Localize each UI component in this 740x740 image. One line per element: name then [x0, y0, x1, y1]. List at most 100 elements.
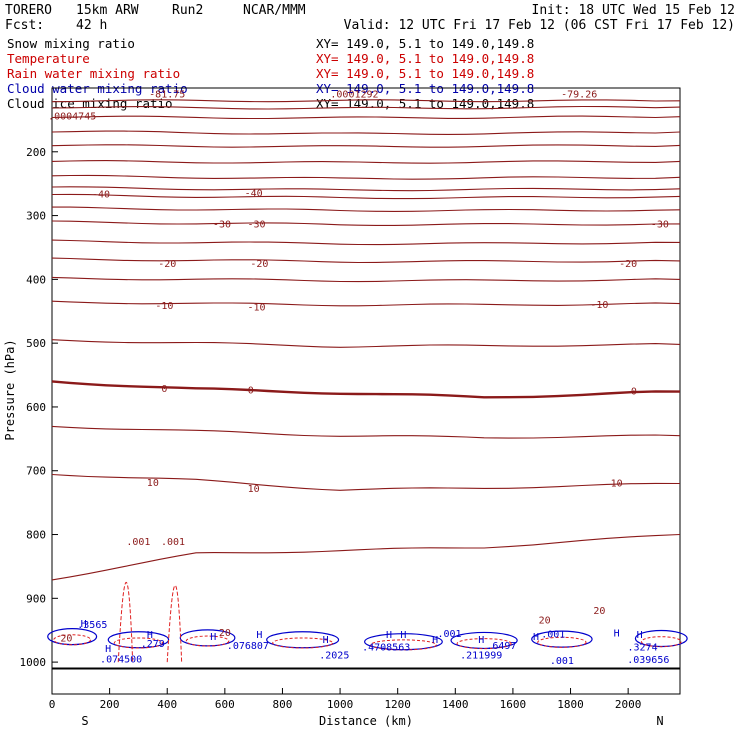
h-marker: H — [478, 635, 484, 646]
fcst-label: Fcst: — [5, 18, 44, 33]
y-tick-label: 200 — [26, 146, 46, 159]
isotherm-0 — [51, 380, 681, 399]
contour-label: 0 — [631, 387, 637, 398]
x-tick-label: 200 — [100, 698, 120, 711]
contour-label: 10 — [611, 478, 623, 489]
isotherm--50 — [51, 174, 681, 180]
y-tick-label: 1000 — [20, 656, 47, 669]
isotherm--15 — [51, 276, 681, 283]
isotherm--25 — [51, 239, 681, 246]
contour-label: .3565 — [77, 620, 107, 631]
x-tick-label: 800 — [273, 698, 293, 711]
isotherm--20 — [51, 257, 681, 264]
rain-contour — [456, 638, 512, 650]
h-marker: H — [323, 635, 329, 646]
contour-label: .211999 — [460, 651, 502, 662]
contour-label: .001 — [550, 656, 574, 667]
isotherm--5 — [51, 339, 681, 348]
h-marker: H — [400, 630, 406, 641]
contour-labels: HHH H H H H H H H H H H-79.26.0004745.0001292-81.7… — [48, 89, 669, 666]
contour-label: .001 — [161, 537, 185, 548]
contour-label: 20 — [219, 628, 231, 639]
contour-label: .001 — [126, 537, 150, 548]
contour-label: 0 — [161, 384, 167, 395]
legend-name-cloud-ice: Cloud ice mixing ratio — [7, 96, 173, 111]
y-tick-label: 300 — [26, 210, 46, 223]
legend: Snow mixing ratio XY= 149.0, 5.1 to 149.… — [7, 36, 534, 111]
y-tick-label: 500 — [26, 337, 46, 350]
x-tick-label: 0 — [49, 698, 56, 711]
x-tick-label: 1800 — [557, 698, 584, 711]
y-tick-label: 900 — [26, 592, 46, 605]
legend-xy-snow: XY= 149.0, 5.1 to 149.0,149.8 — [316, 36, 534, 51]
rain-contour — [185, 635, 230, 647]
isotherm--30 — [51, 220, 681, 226]
isotherm--10 — [51, 300, 681, 307]
contour-label: -30 — [248, 220, 266, 231]
cloud-water-contour — [450, 631, 518, 650]
rain-contour — [537, 636, 587, 648]
init-time: Init: 18 UTC Wed 15 Feb 12 — [532, 3, 736, 18]
contour-label: -81.75 — [149, 89, 185, 100]
h-marker: H — [256, 630, 262, 641]
contour-label: .076807 — [227, 641, 269, 652]
contour-label: .039656 — [627, 655, 669, 666]
contour-label: -40 — [92, 190, 110, 201]
isotherm--75 — [51, 105, 681, 110]
rain-contour — [113, 637, 164, 649]
legend-name-snow: Snow mixing ratio — [7, 36, 135, 51]
h-marker: H — [147, 630, 153, 641]
isotherm--40 — [51, 193, 681, 200]
y-tick-label: 800 — [26, 529, 46, 542]
low-level-cloud-contours — [47, 582, 688, 670]
rain-contour — [370, 639, 437, 651]
isotherm--80 — [51, 99, 681, 103]
contour-label: -10 — [590, 300, 608, 311]
legend-name-temperature: Temperature — [7, 51, 90, 66]
x-tick-label: 1200 — [384, 698, 411, 711]
h-marker: H — [533, 632, 539, 643]
contour-label: .3274 — [627, 642, 657, 653]
x-axis-label: Distance (km) — [319, 714, 413, 728]
isotherm--70 — [51, 115, 681, 120]
isotherm-10 — [51, 473, 681, 491]
contour-label: -20 — [619, 259, 637, 270]
contour-label: .0001292 — [330, 89, 378, 100]
contour-label: .001 — [541, 630, 565, 641]
contour-label: 20 — [593, 606, 605, 617]
h-marker: H — [210, 632, 216, 643]
x-axis: 0 200 400 600 800 1000 1200 1400 1600 1800 2000 — [49, 688, 642, 711]
rain-contour — [53, 634, 92, 646]
fcst-value: 42 h — [76, 18, 107, 33]
contour-label: -20 — [158, 259, 176, 270]
h-marker: H — [432, 635, 438, 646]
contour-label: 10 — [248, 484, 260, 495]
contour-label: 20 — [539, 616, 551, 627]
contour-label: .0004745 — [48, 112, 96, 123]
isotherm--60 — [51, 144, 681, 148]
contour-label: -30 — [651, 220, 669, 231]
contour-label: -10 — [248, 302, 266, 313]
isotherm--65 — [51, 130, 681, 135]
contour-label: .001 — [437, 629, 461, 640]
isotherm--45 — [51, 186, 681, 192]
contour-label: 0 — [248, 385, 254, 396]
temperature-isotherms — [51, 99, 681, 581]
cloud-water-contour — [364, 633, 443, 651]
contour-label: .2025 — [319, 651, 349, 662]
legend-xy-rain: XY= 149.0, 5.1 to 149.0,149.8 — [316, 66, 534, 81]
cloud-water-contour — [47, 627, 98, 646]
rain-contour — [640, 636, 682, 648]
contour-label: .4708563 — [362, 642, 410, 653]
h-marker: H — [386, 630, 392, 641]
contour-label: -10 — [155, 301, 173, 312]
isotherm--55 — [51, 160, 681, 164]
y-tick-label: 400 — [26, 273, 46, 286]
x-tick-label: 2000 — [615, 698, 642, 711]
rain-shaft — [166, 585, 183, 663]
x-tick-label: 1000 — [327, 698, 354, 711]
x-tick-label: 1400 — [442, 698, 469, 711]
contour-label: .6497 — [486, 641, 516, 652]
y-axis: 200 300 400 500 600 700 800 900 1000 — [20, 146, 58, 669]
